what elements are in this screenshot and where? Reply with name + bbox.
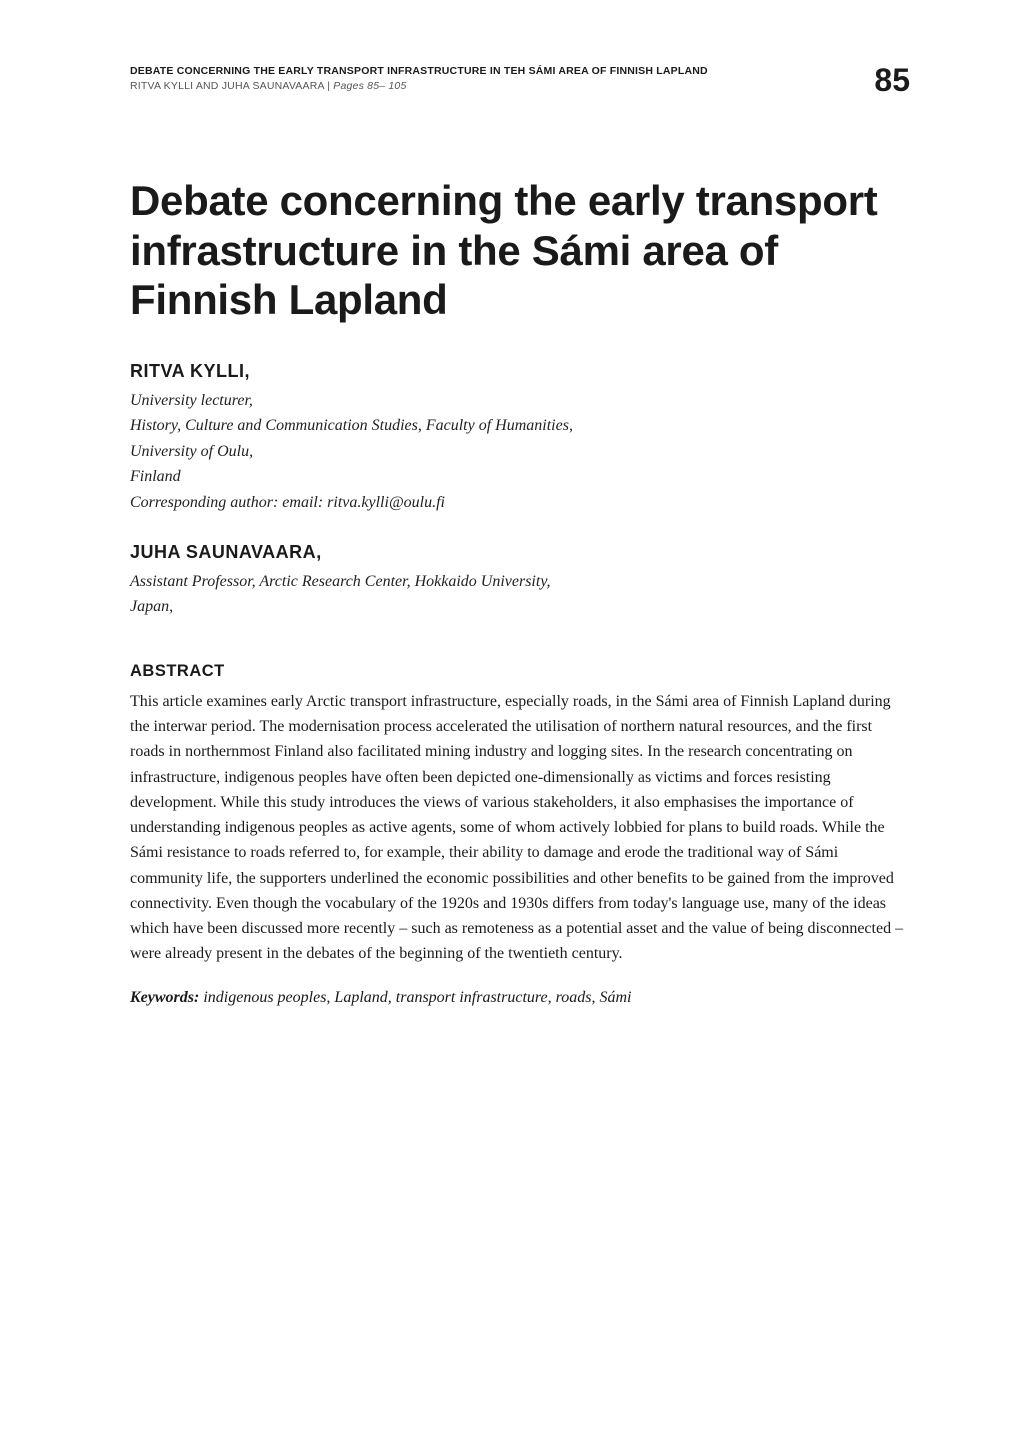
running-header-page-range: Pages 85– 105 bbox=[333, 80, 406, 92]
running-header-text: DEBATE CONCERNING THE EARLY TRANSPORT IN… bbox=[130, 64, 708, 94]
author-meta-line: University of Oulu, bbox=[130, 439, 910, 465]
author-meta-line: Japan, bbox=[130, 594, 910, 620]
running-header-authors: RITVA KYLLI AND JUHA SAUNAVAARA | bbox=[130, 80, 333, 92]
running-header-authors-pages: RITVA KYLLI AND JUHA SAUNAVAARA | Pages … bbox=[130, 79, 708, 94]
author-meta-line: Assistant Professor, Arctic Research Cen… bbox=[130, 569, 910, 595]
page-container: DEBATE CONCERNING THE EARLY TRANSPORT IN… bbox=[0, 0, 1020, 1067]
author-block-2: JUHA SAUNAVAARA, Assistant Professor, Ar… bbox=[130, 542, 910, 620]
author-name-2: JUHA SAUNAVAARA, bbox=[130, 542, 910, 563]
author-meta-line: University lecturer, bbox=[130, 388, 910, 414]
author-meta-line: History, Culture and Communication Studi… bbox=[130, 413, 910, 439]
author-meta-line: Corresponding author: email: ritva.kylli… bbox=[130, 490, 910, 516]
author-meta-1: University lecturer, History, Culture an… bbox=[130, 388, 910, 516]
abstract-heading: ABSTRACT bbox=[130, 662, 910, 681]
running-header-title: DEBATE CONCERNING THE EARLY TRANSPORT IN… bbox=[130, 64, 708, 79]
author-name-1: RITVA KYLLI, bbox=[130, 361, 910, 382]
keywords-label: Keywords: bbox=[130, 989, 199, 1006]
keywords-text: indigenous peoples, Lapland, transport i… bbox=[199, 989, 631, 1006]
article-title: Debate concerning the early transport in… bbox=[130, 176, 910, 325]
running-header: DEBATE CONCERNING THE EARLY TRANSPORT IN… bbox=[130, 64, 910, 96]
author-meta-line: Finland bbox=[130, 464, 910, 490]
author-block-1: RITVA KYLLI, University lecturer, Histor… bbox=[130, 361, 910, 516]
keywords: Keywords: indigenous peoples, Lapland, t… bbox=[130, 989, 910, 1007]
abstract-body: This article examines early Arctic trans… bbox=[130, 689, 910, 967]
page-number: 85 bbox=[874, 64, 910, 96]
author-meta-2: Assistant Professor, Arctic Research Cen… bbox=[130, 569, 910, 620]
